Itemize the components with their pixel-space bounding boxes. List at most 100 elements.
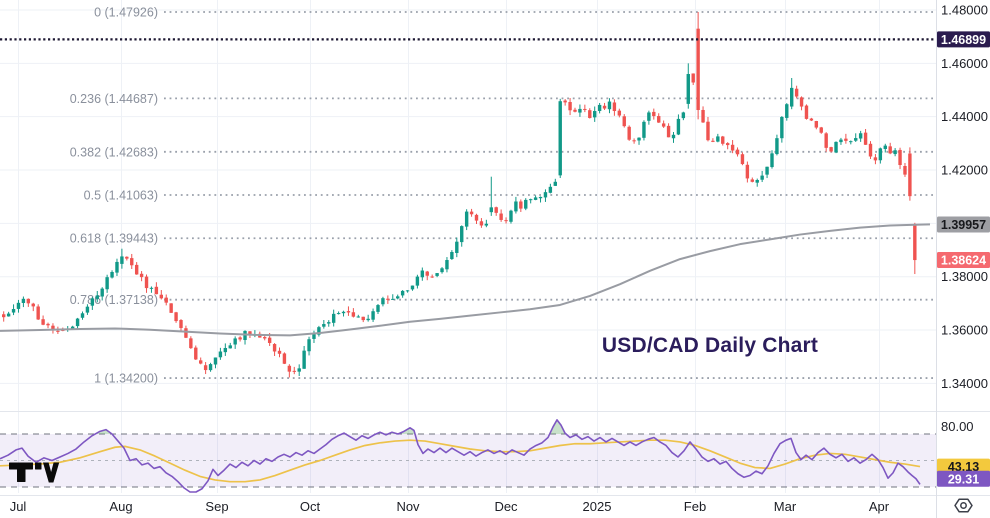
stochastic-main-line[interactable] [0,419,921,493]
price-badge: 1.46899 [937,31,990,48]
candle-body [642,121,646,138]
candle-body [794,88,799,97]
candle-body [588,110,592,118]
candle-body [312,334,316,339]
candle-body [578,108,582,113]
candle-body [267,337,272,343]
candle-body [194,347,198,360]
price-badge: 1.39957 [937,216,990,233]
candle-body [573,109,577,112]
candle-body [775,138,779,155]
candle-body [543,192,548,198]
candle-body [780,116,784,139]
candle-body [514,201,518,212]
candle-body [361,316,365,321]
candle-body [632,140,636,142]
candle-body [400,290,405,296]
candle-body [671,134,676,139]
candle-body [873,157,878,161]
settings-gear-icon[interactable] [948,496,979,515]
candle-body [440,268,444,273]
fib-level-label: 0.786 (1.37138) [70,293,158,307]
candle-body [617,110,622,116]
candle-body [287,365,292,372]
candle-body [863,132,868,145]
candle-body [666,125,671,138]
candle-body [479,221,484,226]
time-axis[interactable]: Jul Aug Sep Oct Nov Dec 2025 Feb Mar Apr [10,499,890,514]
candle-body [179,320,183,329]
month-label: Aug [109,499,132,514]
tradingview-logo-icon[interactable] [8,456,70,486]
fib-level-label: 0.5 (1.41063) [84,189,158,203]
candle-body [2,314,6,318]
candle-body [238,337,242,340]
candle-body [41,319,45,325]
candle-body [90,298,95,306]
candle-body [460,226,464,243]
candle-body [95,295,99,299]
candle-body [56,330,60,332]
candle-body [607,101,612,110]
candle-body [898,149,902,166]
candle-body [563,100,567,103]
candle-body [396,296,400,299]
price-badge: 1.38624 [937,252,990,269]
candle-body [341,311,346,314]
candle-body [159,294,163,299]
candle-body [70,326,75,329]
candle-body [765,166,769,175]
candle-body [637,137,641,141]
candle-body [110,271,114,278]
fib-level-label: 0.382 (1.42683) [70,145,158,159]
candle-body [913,225,917,261]
candle-body [327,322,331,324]
candle-body [31,303,35,307]
stochastic-signal-line[interactable] [0,439,921,483]
candle-body [405,290,410,292]
candle-body [21,298,26,304]
candle-body [164,297,168,303]
month-label: Sep [205,499,228,514]
candle-body [819,127,823,133]
candle-body [652,111,656,117]
candle-body [814,121,819,128]
candle-body [189,338,193,349]
candle-body [51,325,55,331]
fib-retracement[interactable]: 0 (1.47926) 0.236 (1.44687) 0.382 (1.42683… [70,5,936,386]
candle-body [154,286,159,295]
grid [0,0,936,493]
fib-level-label: 0 (1.47926) [94,5,158,19]
candle-body [878,148,883,161]
candle-body [568,102,572,111]
candle-body [597,104,602,111]
candle-body [790,87,794,107]
candle-body [888,146,892,154]
candle-body [647,112,651,121]
candle-body [272,344,277,352]
candle-body [593,111,597,118]
candle-body [199,360,203,364]
overbought-fill [549,419,566,434]
candle-body [558,101,562,176]
candle-body [430,276,434,278]
candle-body [583,108,587,110]
candle-body [130,258,134,266]
candle-body [730,144,735,151]
candle-body [504,220,508,222]
fib-level-label: 0.618 (1.39443) [70,232,158,246]
candle-body [785,104,789,118]
candle-body [509,210,513,222]
ma-200-line[interactable] [0,223,931,337]
candle-body [391,298,395,300]
candle-body [445,260,449,270]
candle-body [908,153,912,197]
candle-body [420,270,425,278]
price-axis[interactable]: 1.48000 1.46000 1.44000 1.42000 1.38000 1.360… [937,3,990,487]
candle-body [120,256,124,264]
candle-body [307,339,311,352]
candle-body [174,312,178,322]
